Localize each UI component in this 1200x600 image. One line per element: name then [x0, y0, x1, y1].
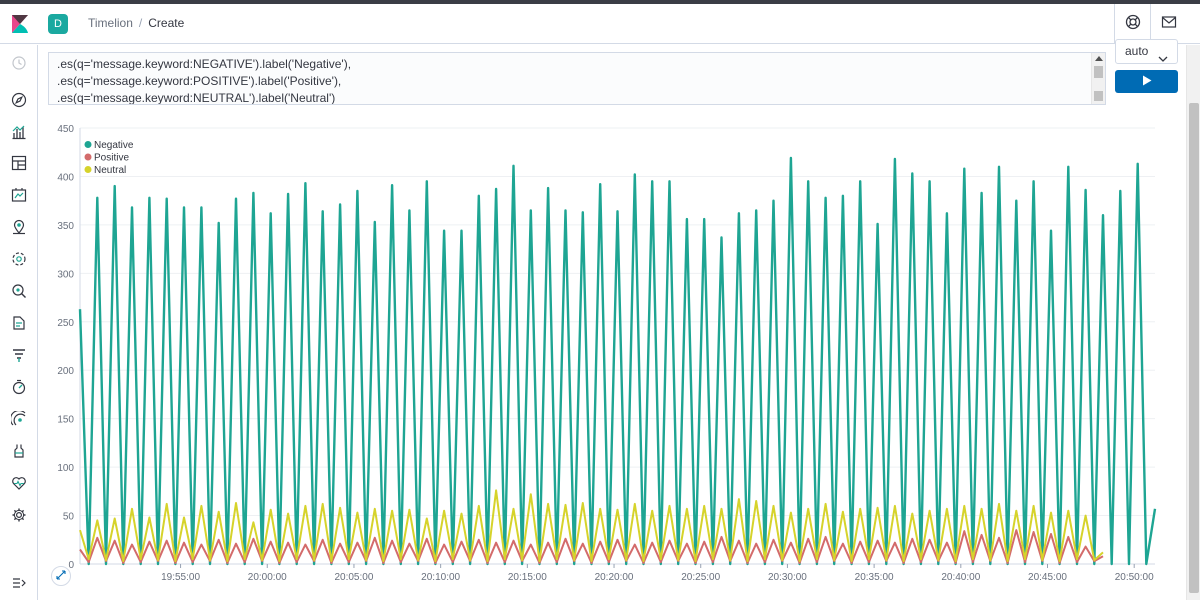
expression-line-2[interactable]: .es(q='message.keyword:POSITIVE').label(… [57, 74, 342, 88]
y-tick-label: 200 [57, 366, 74, 377]
y-tick-label: 300 [57, 269, 74, 280]
x-tick-label: 20:05:00 [334, 572, 373, 583]
top-strip [0, 0, 1200, 4]
reset-zoom-button[interactable] [51, 566, 71, 586]
x-tick-label: 20:50:00 [1115, 572, 1154, 583]
series-line-negative [78, 156, 1157, 566]
kibana-logo-icon[interactable] [9, 13, 31, 35]
x-tick-label: 20:25:00 [681, 572, 720, 583]
legend-label-positive: Positive [94, 153, 129, 164]
help-lifebuoy-icon [1125, 14, 1141, 35]
y-tick-label: 150 [57, 415, 74, 426]
x-tick-label: 20:40:00 [941, 572, 980, 583]
timelion-chart: 0 50 100 150 200 250 300 350 400 450 19:55:00 20:00… [57, 124, 1157, 583]
y-tick-label: 400 [57, 172, 74, 183]
side-nav [0, 45, 38, 600]
recently-viewed-icon[interactable] [11, 55, 27, 71]
legend-label-negative: Negative [94, 140, 134, 151]
interval-value: auto [1125, 44, 1149, 58]
y-tick-label: 100 [57, 463, 74, 474]
legend-swatch-neutral [84, 166, 92, 173]
mail-icon [1161, 14, 1177, 35]
breadcrumb: Timelion / Create [88, 16, 184, 30]
breadcrumb-separator: / [138, 16, 143, 30]
expression-line-1[interactable]: .es(q='message.keyword:NEGATIVE').label(… [57, 57, 352, 71]
infrastructure-icon[interactable] [11, 283, 27, 299]
legend-label-neutral: Neutral [94, 165, 126, 176]
visualize-icon[interactable] [11, 124, 27, 140]
page-scrollbar[interactable] [1186, 45, 1200, 600]
machine-learning-icon[interactable] [11, 251, 27, 267]
logs-icon[interactable] [11, 315, 27, 331]
editor-scroll-thumb[interactable] [1094, 66, 1103, 78]
reset-zoom-icon [56, 567, 66, 585]
x-tick-label: 20:45:00 [1028, 572, 1067, 583]
x-tick-label: 20:10:00 [421, 572, 460, 583]
editor-scroll-thumb-lower[interactable] [1094, 91, 1103, 101]
y-tick-label: 50 [63, 512, 75, 523]
apm-icon[interactable] [11, 347, 27, 363]
play-icon [1142, 73, 1152, 91]
x-tick-label: 20:15:00 [508, 572, 547, 583]
x-tick-label: 20:30:00 [768, 572, 807, 583]
run-button[interactable] [1115, 70, 1178, 93]
space-avatar[interactable]: D [48, 14, 68, 34]
expression-editor[interactable]: .es(q='message.keyword:NEGATIVE').label(… [48, 52, 1106, 105]
editor-scrollbar[interactable] [1091, 53, 1105, 104]
scroll-up-arrow-icon[interactable] [1095, 56, 1103, 61]
y-tick-label: 0 [68, 560, 74, 571]
uptime-icon[interactable] [11, 379, 27, 395]
collapse-nav-icon[interactable] [11, 575, 27, 591]
help-button[interactable] [1114, 4, 1150, 44]
monitoring-icon[interactable] [11, 443, 27, 459]
series-line-positive [79, 529, 1104, 564]
legend-swatch-positive [84, 153, 92, 161]
maps-icon[interactable] [11, 219, 27, 235]
interval-select[interactable]: auto [1115, 39, 1178, 64]
legend-swatch-negative [84, 141, 92, 148]
breadcrumb-timelion[interactable]: Timelion [88, 16, 133, 30]
y-tick-label: 350 [57, 221, 74, 232]
discover-icon[interactable] [11, 92, 27, 108]
expression-line-3[interactable]: .es(q='message.keyword:NEUTRAL').label('… [57, 91, 336, 105]
x-tick-label: 20:20:00 [595, 572, 634, 583]
series-line-neutral [79, 489, 1104, 563]
dev-tools-icon[interactable] [9, 409, 27, 427]
breadcrumb-create: Create [148, 16, 185, 30]
page-scroll-thumb[interactable] [1189, 103, 1199, 593]
x-tick-label: 20:35:00 [855, 572, 894, 583]
x-tick-label: 20:00:00 [248, 572, 287, 583]
dashboard-icon[interactable] [11, 155, 27, 171]
x-tick-label: 19:55:00 [161, 572, 200, 583]
heartbeat-icon[interactable] [11, 475, 27, 491]
mail-button[interactable] [1150, 4, 1186, 44]
management-icon[interactable] [11, 507, 27, 523]
header: D Timelion / Create [0, 4, 1200, 44]
y-tick-label: 250 [57, 318, 74, 329]
chevron-down-icon [1158, 48, 1168, 71]
y-tick-label: 450 [57, 124, 74, 135]
canvas-icon[interactable] [11, 187, 27, 203]
